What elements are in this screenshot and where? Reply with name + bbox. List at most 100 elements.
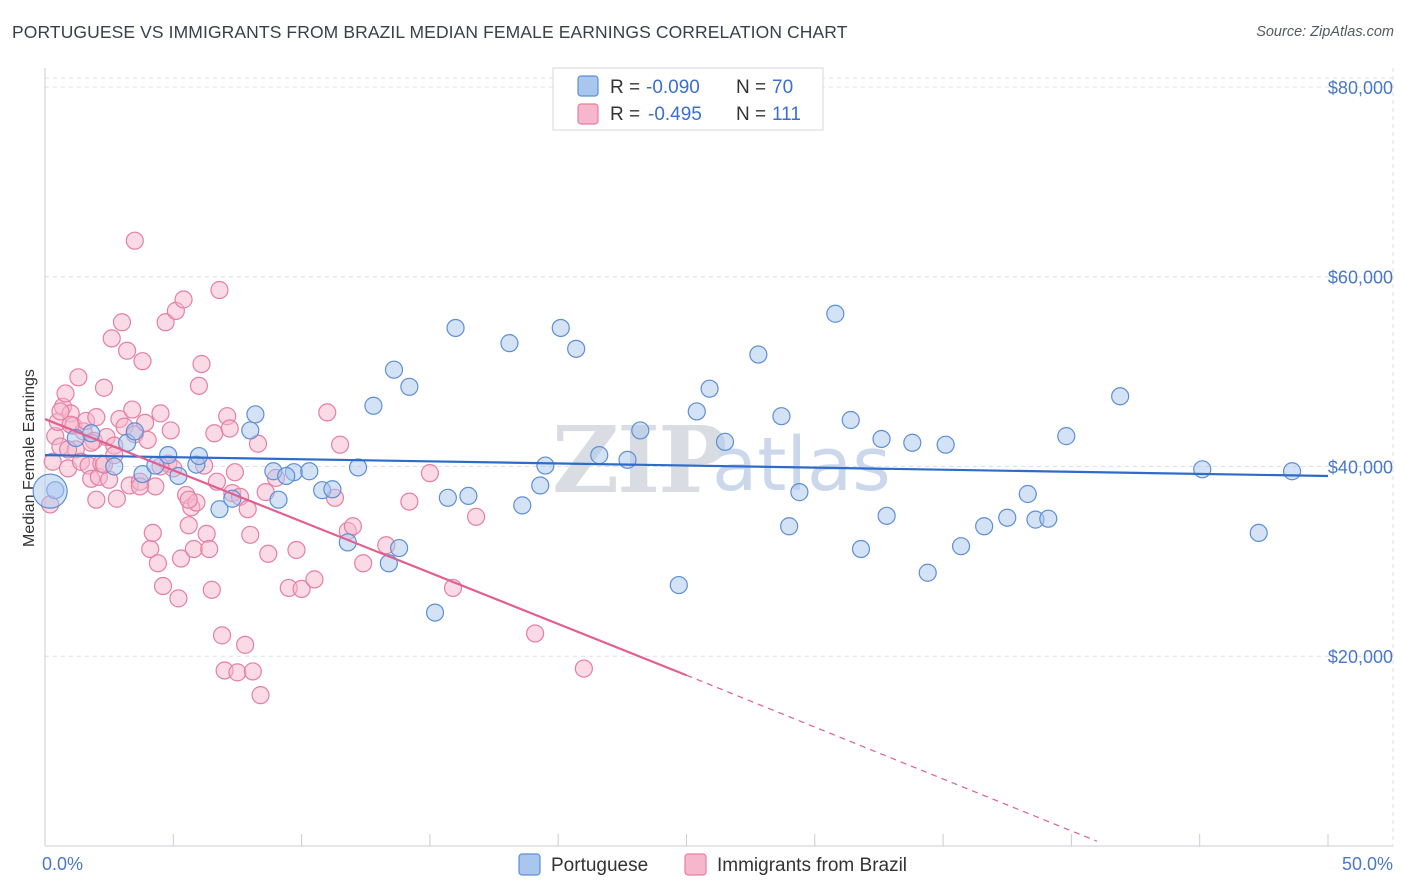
legend-r-label-portuguese: R = <box>610 77 640 98</box>
portuguese-point-68 <box>189 446 209 466</box>
brazil-point-98 <box>466 507 486 526</box>
legend-n-label-portuguese: N = <box>736 77 766 98</box>
brazil-point-1 <box>43 452 62 471</box>
portuguese-point-39 <box>631 421 650 440</box>
portuguese-point-46 <box>780 517 799 536</box>
bottom-legend-swatch-portuguese <box>518 853 541 876</box>
brazil-point-48 <box>161 421 180 440</box>
brazil-point-76 <box>236 635 255 654</box>
portuguese-point-69 <box>277 466 296 486</box>
brazil-point-86 <box>287 540 306 560</box>
brazil-point-37 <box>133 352 152 371</box>
portuguese-point-36 <box>567 339 586 358</box>
bottom-legend-swatch-immigrants-from-brazil <box>684 853 707 876</box>
brazil-point-33 <box>123 400 142 419</box>
portuguese-point-31 <box>500 334 519 353</box>
portuguese-point-43 <box>715 432 735 451</box>
portuguese-point-42 <box>700 379 719 398</box>
portuguese-point-22 <box>364 396 383 415</box>
y-tick-label-2: $60,000 <box>1328 268 1393 288</box>
portuguese-point-28 <box>438 488 457 507</box>
brazil-point-25 <box>102 329 121 348</box>
portuguese-point-17 <box>300 462 319 481</box>
brazil-point-41 <box>143 523 162 543</box>
portuguese-point-57 <box>975 517 994 536</box>
portuguese-point-7 <box>159 446 178 465</box>
brazil-point-46 <box>156 313 175 332</box>
portuguese-point-13 <box>246 405 265 424</box>
brazil-point-6 <box>56 384 75 403</box>
portuguese-point-5 <box>133 464 152 484</box>
portuguese-point-66 <box>1282 462 1302 481</box>
brazil-point-45 <box>153 576 173 596</box>
trend-line-portuguese <box>44 454 1329 478</box>
brazil-point-27 <box>107 489 126 508</box>
brazil-point-18 <box>87 490 106 509</box>
brazil-point-110 <box>51 402 70 421</box>
trend-lines <box>44 418 1329 842</box>
portuguese-point-37 <box>590 446 609 465</box>
portuguese-point-30 <box>459 486 478 505</box>
legend-n-value-brazil: 111 <box>772 104 801 125</box>
bottom-legend-label-portuguese: Portuguese <box>551 855 648 876</box>
portuguese-point-54 <box>918 563 937 582</box>
trend-line-brazil-extension <box>686 674 1098 842</box>
brazil-point-63 <box>200 539 219 559</box>
brazil-point-35 <box>125 231 144 250</box>
brazil-point-78 <box>241 525 260 544</box>
portuguese-point-10 <box>210 500 229 519</box>
portuguese-point-45 <box>772 407 791 426</box>
portuguese-point-49 <box>841 410 860 430</box>
trend-line-brazil <box>44 418 687 677</box>
legend-r-label-brazil: R = <box>610 104 640 125</box>
bottom-legend: Portuguese Immigrants from Brazil <box>518 853 907 876</box>
portuguese-point-62 <box>1057 427 1076 446</box>
brazil-point-29 <box>112 313 132 332</box>
brazil-point-62 <box>197 524 216 543</box>
portuguese-point-53 <box>903 433 922 452</box>
legend-swatch-immigrants-from-brazil <box>577 103 599 125</box>
brazil-point-53 <box>174 290 193 309</box>
portuguese-point-40 <box>669 575 688 595</box>
brazil-point-42 <box>146 477 165 496</box>
portuguese-point-52 <box>877 506 896 525</box>
legend-n-value-portuguese: 70 <box>772 77 793 98</box>
brazil-point-74 <box>228 663 247 682</box>
portuguese-point-32 <box>513 496 532 515</box>
brazil-point-44 <box>151 404 170 423</box>
brazil-point-105 <box>179 490 198 509</box>
brazil-point-100 <box>574 659 593 678</box>
brazil-point-51 <box>169 589 188 608</box>
brazil-point-101 <box>420 464 439 483</box>
portuguese-point-59 <box>1018 484 1037 504</box>
brazil-point-52 <box>171 549 191 568</box>
brazil-point-93 <box>343 517 363 536</box>
portuguese-point-25 <box>390 538 409 558</box>
brazil-point-11 <box>69 368 88 387</box>
bottom-legend-label-immigrants-from-brazil: Immigrants from Brazil <box>717 855 907 876</box>
portuguese-point-58 <box>998 508 1017 527</box>
legend-box: R = -0.090 N = 70 R = -0.495 N = 111 <box>552 67 824 131</box>
brazil-point-99 <box>526 624 545 643</box>
y-tick-label-0: $20,000 <box>1328 647 1393 667</box>
portuguese-point-33 <box>531 476 550 495</box>
portuguese-point-26 <box>400 377 419 396</box>
portuguese-point-21 <box>348 458 368 477</box>
brazil-point-96 <box>400 492 419 511</box>
portuguese-point-12 <box>241 421 260 440</box>
brazil-point-67 <box>210 280 229 300</box>
y-tick-label-1: $40,000 <box>1328 457 1393 477</box>
legend-n-label-brazil: N = <box>736 104 766 125</box>
brazil-point-89 <box>318 403 337 422</box>
brazil-point-19 <box>87 408 106 427</box>
portuguese-point-61 <box>1039 509 1058 528</box>
portuguese-point-19 <box>323 480 342 499</box>
brazil-point-31 <box>118 341 137 360</box>
portuguese-point-27 <box>425 603 445 622</box>
brazil-point-83 <box>259 544 278 563</box>
portuguese-point-41 <box>687 402 706 421</box>
brazil-point-71 <box>220 419 239 438</box>
legend-r-value-brazil: -0.495 <box>648 104 702 125</box>
chart-title: PORTUGUESE VS IMMIGRANTS FROM BRAZIL MED… <box>12 22 848 42</box>
